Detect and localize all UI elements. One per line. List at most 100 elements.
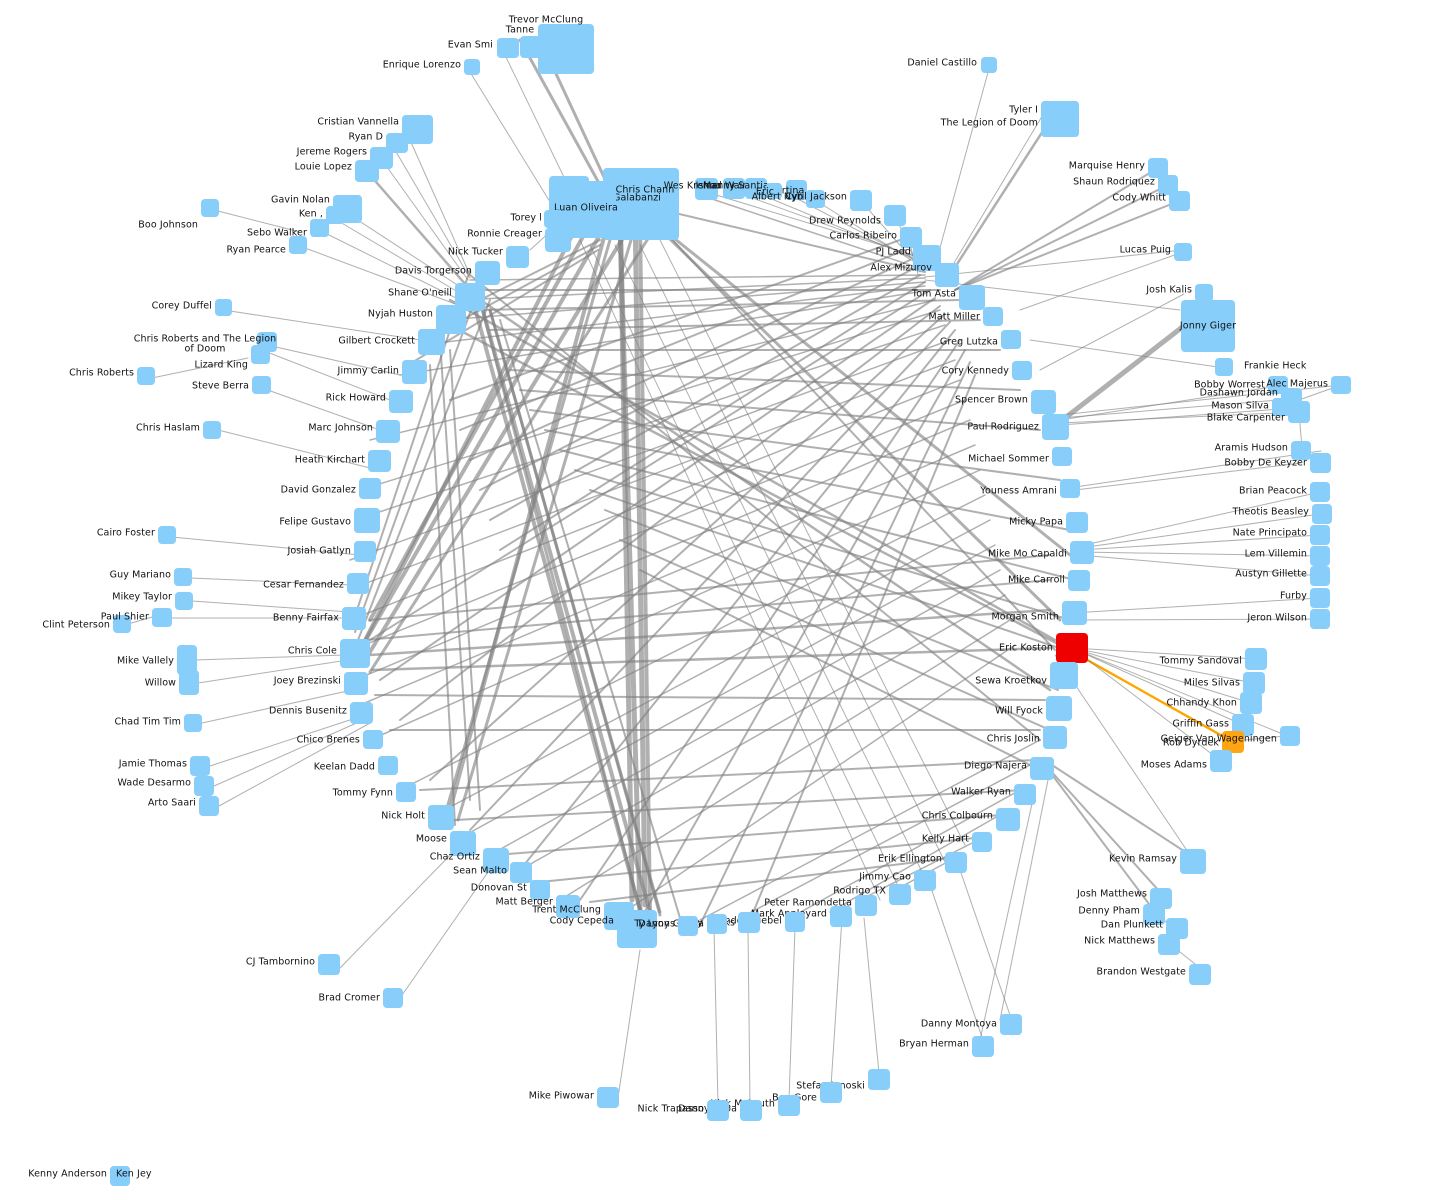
graph-node[interactable] (506, 246, 529, 268)
graph-node[interactable] (1310, 525, 1330, 545)
graph-node[interactable] (1215, 358, 1233, 376)
graph-node[interactable] (1288, 401, 1310, 423)
graph-node[interactable] (1158, 934, 1180, 955)
graph-node[interactable] (972, 832, 992, 852)
graph-node[interactable] (203, 421, 221, 439)
graph-node[interactable] (1240, 692, 1262, 714)
graph-node[interactable] (1310, 566, 1330, 586)
graph-node[interactable] (389, 390, 413, 413)
graph-node[interactable] (723, 178, 745, 199)
graph-node[interactable] (326, 206, 344, 224)
graph-node[interactable] (1050, 662, 1078, 689)
graph-node[interactable] (1166, 918, 1188, 939)
graph-node[interactable] (996, 808, 1020, 831)
graph-node[interactable] (738, 912, 760, 933)
graph-node[interactable] (376, 420, 400, 443)
graph-node[interactable] (914, 870, 936, 891)
graph-node[interactable] (347, 573, 369, 594)
graph-node[interactable] (1042, 414, 1069, 440)
graph-node[interactable] (1222, 731, 1244, 753)
graph-node[interactable] (1001, 330, 1021, 349)
graph-node[interactable] (179, 670, 199, 695)
graph-node[interactable] (945, 852, 967, 873)
graph-node[interactable] (1180, 849, 1206, 874)
graph-node[interactable] (806, 190, 825, 208)
graph-node[interactable] (252, 376, 271, 394)
graph-node[interactable] (1310, 609, 1330, 629)
graph-node[interactable] (174, 568, 192, 586)
graph-node[interactable] (745, 178, 767, 199)
graph-node[interactable] (1031, 390, 1056, 414)
graph-node[interactable] (1030, 757, 1054, 780)
graph-node[interactable] (1310, 453, 1331, 473)
graph-node[interactable] (1331, 376, 1351, 394)
graph-node[interactable] (342, 607, 366, 630)
graph-node[interactable] (1062, 601, 1087, 625)
graph-node[interactable] (778, 1095, 800, 1116)
graph-node[interactable] (1312, 504, 1332, 524)
graph-node[interactable] (1310, 546, 1330, 566)
graph-node[interactable] (530, 880, 550, 900)
graph-node[interactable] (1000, 1014, 1022, 1035)
graph-node[interactable] (1066, 512, 1088, 533)
graph-node[interactable] (1068, 570, 1090, 591)
graph-node[interactable] (1280, 726, 1300, 746)
graph-node[interactable] (464, 59, 480, 75)
graph-node[interactable] (190, 756, 210, 776)
graph-node[interactable] (199, 796, 219, 816)
graph-node[interactable] (1056, 633, 1088, 663)
graph-node[interactable] (194, 776, 214, 796)
graph-node[interactable] (935, 263, 959, 287)
graph-node[interactable] (766, 183, 782, 199)
graph-node[interactable] (707, 1100, 729, 1121)
graph-node[interactable] (707, 914, 727, 934)
graph-node[interactable] (617, 910, 657, 948)
graph-node[interactable] (1232, 714, 1254, 736)
graph-node[interactable] (545, 228, 571, 252)
graph-node[interactable] (1245, 648, 1267, 670)
graph-node[interactable] (215, 299, 232, 316)
graph-node[interactable] (355, 160, 379, 182)
graph-node[interactable] (820, 1082, 842, 1103)
graph-node[interactable] (340, 639, 370, 668)
graph-node[interactable] (1158, 175, 1178, 195)
graph-node[interactable] (378, 756, 398, 775)
graph-node[interactable] (450, 831, 476, 856)
graph-node[interactable] (544, 210, 562, 228)
graph-node[interactable] (152, 608, 172, 627)
graph-node[interactable] (1043, 726, 1067, 749)
graph-node[interactable] (1148, 158, 1168, 178)
graph-node[interactable] (350, 702, 373, 724)
graph-node[interactable] (538, 24, 594, 74)
graph-node[interactable] (556, 895, 580, 918)
graph-node[interactable] (310, 219, 329, 237)
graph-node[interactable] (1060, 479, 1080, 498)
graph-node[interactable] (110, 1166, 130, 1186)
graph-node[interactable] (175, 592, 193, 610)
graph-node[interactable] (510, 862, 532, 883)
graph-node[interactable] (428, 805, 454, 830)
graph-node[interactable] (1046, 696, 1072, 721)
graph-node[interactable] (1012, 361, 1032, 380)
graph-node[interactable] (177, 645, 197, 675)
graph-node[interactable] (972, 1036, 994, 1057)
graph-node[interactable] (354, 541, 376, 562)
graph-node[interactable] (368, 450, 391, 472)
graph-node[interactable] (1041, 101, 1079, 137)
graph-node[interactable] (889, 884, 911, 905)
graph-node[interactable] (785, 912, 805, 932)
graph-node[interactable] (1210, 750, 1232, 772)
graph-node[interactable] (740, 1100, 762, 1121)
graph-node[interactable] (520, 36, 544, 58)
graph-node[interactable] (251, 345, 270, 364)
graph-node[interactable] (363, 730, 383, 749)
graph-node[interactable] (884, 205, 906, 226)
graph-node[interactable] (1143, 904, 1165, 925)
graph-node[interactable] (137, 367, 155, 385)
graph-node[interactable] (1070, 541, 1094, 564)
graph-node[interactable] (396, 782, 416, 802)
graph-node[interactable] (830, 906, 852, 927)
graph-node[interactable] (850, 190, 872, 211)
graph-node[interactable] (113, 615, 131, 633)
graph-node[interactable] (1150, 888, 1172, 909)
